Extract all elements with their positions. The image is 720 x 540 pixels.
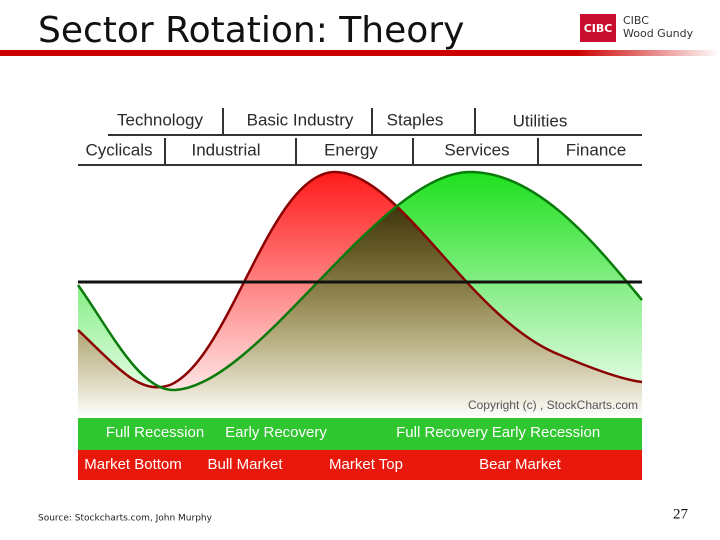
economy-curve [76, 170, 643, 392]
sector-label: Finance [566, 140, 626, 159]
page-number: 27 [673, 506, 689, 522]
market-curve [77, 170, 643, 389]
title-rule [0, 50, 720, 56]
market-phase: Market Top [329, 456, 403, 473]
logo-line: CIBC [623, 14, 649, 27]
market-phase: Market Bottom [84, 456, 182, 473]
sector-label: Cyclicals [85, 140, 152, 159]
sector-label: Energy [324, 140, 378, 159]
economy-phase: Early Recovery [225, 424, 327, 441]
sector-label: Services [444, 140, 509, 159]
market-band [78, 450, 642, 480]
logo-box [580, 14, 616, 42]
sector-label: Basic Industry [247, 110, 354, 129]
economy-area [78, 172, 642, 418]
separators [78, 108, 642, 166]
diagram: Technology Basic Industry Staples Utilit… [76, 105, 643, 480]
economy-band [78, 418, 642, 450]
logo-mark: CIBC [584, 22, 613, 35]
market-phase: Bull Market [207, 456, 283, 473]
sector-label: Staples [387, 110, 444, 129]
sector-label: Technology [117, 110, 204, 129]
economy-phase: Early Recession [492, 424, 600, 441]
copyright: Copyright (c) , StockCharts.com [468, 398, 638, 412]
slide-title: Sector Rotation: Theory [38, 10, 464, 51]
economy-phase: Full Recovery [396, 424, 488, 441]
sector-label: Utilities [513, 111, 568, 130]
market-phase: Bear Market [479, 456, 562, 473]
sector-label: Industrial [192, 140, 261, 159]
economy-phase: Full Recession [106, 424, 204, 441]
logo-line: Wood Gundy [623, 27, 694, 40]
source: Source: Stockcharts.com, John Murphy [38, 514, 213, 524]
curves [78, 172, 642, 418]
